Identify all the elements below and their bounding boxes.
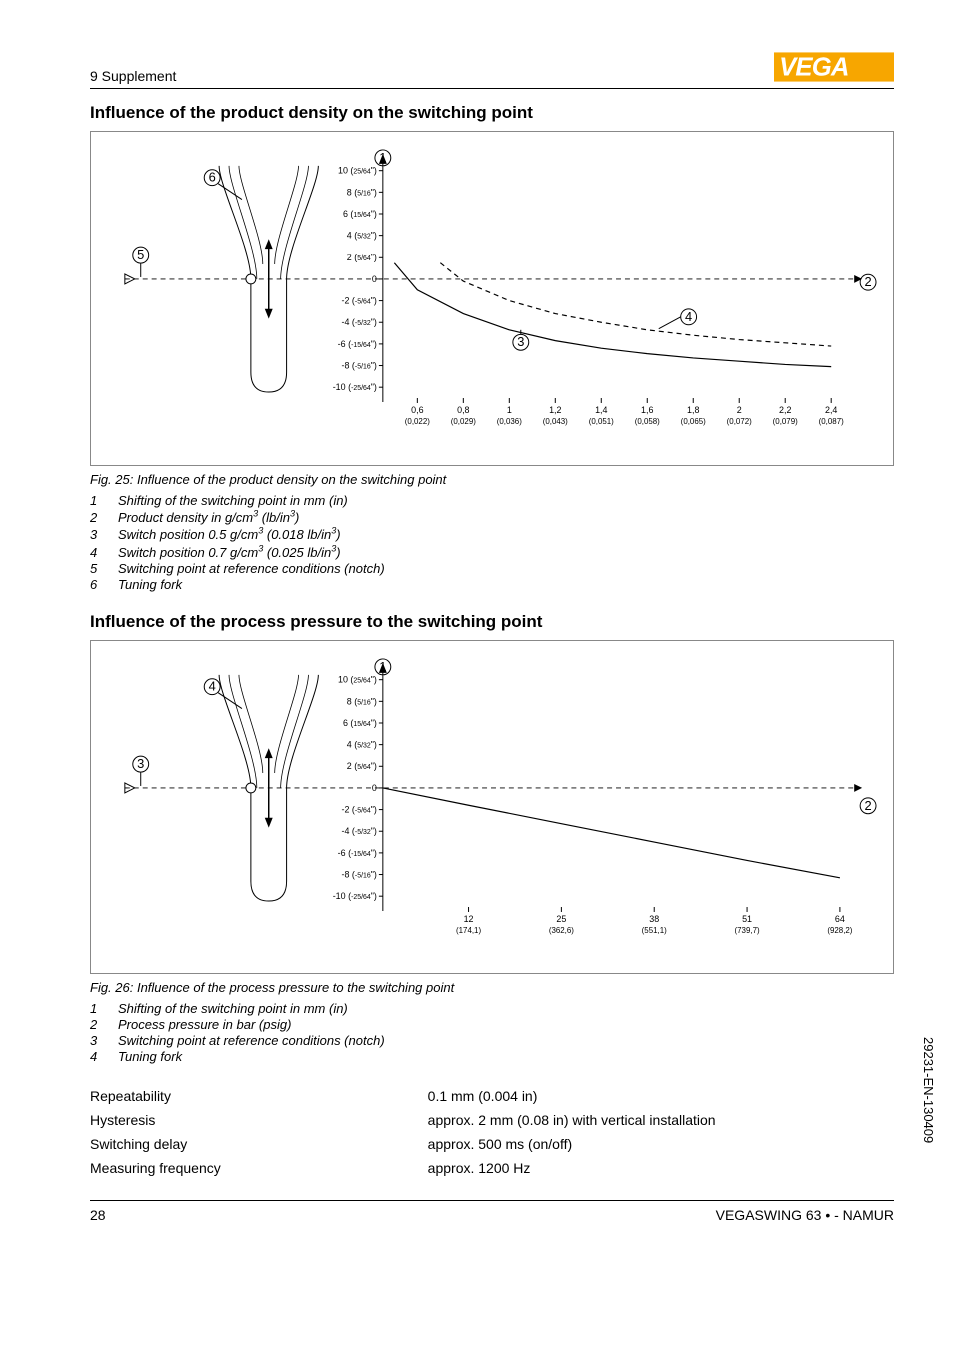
legend-item: 3Switch position 0.5 g/cm3 (0.018 lb/in3… xyxy=(90,526,894,542)
section2-heading: Influence of the process pressure to the… xyxy=(90,612,894,632)
svg-text:(0,065): (0,065) xyxy=(681,417,706,426)
product-name: VEGASWING 63 • - NAMUR xyxy=(716,1207,894,1223)
svg-text:12: 12 xyxy=(464,914,474,924)
svg-text:2 (5/64"): 2 (5/64") xyxy=(347,252,377,262)
vega-logo: VEGA xyxy=(774,50,894,84)
page-footer: 28 VEGASWING 63 • - NAMUR xyxy=(90,1200,894,1223)
svg-text:-10 (-25/64"): -10 (-25/64") xyxy=(333,382,377,392)
svg-text:-8 (-5/16"): -8 (-5/16") xyxy=(342,869,377,879)
section1-heading: Influence of the product density on the … xyxy=(90,103,894,123)
legend-item: 4Switch position 0.7 g/cm3 (0.025 lb/in3… xyxy=(90,543,894,559)
svg-text:51: 51 xyxy=(742,914,752,924)
doc-code: 29231-EN-130409 xyxy=(921,1037,936,1143)
svg-text:6: 6 xyxy=(209,170,216,185)
svg-text:(0,072): (0,072) xyxy=(727,417,752,426)
svg-text:3: 3 xyxy=(517,334,524,349)
svg-text:2: 2 xyxy=(864,274,871,289)
svg-text:(0,058): (0,058) xyxy=(635,417,660,426)
legend-item: 3Switching point at reference conditions… xyxy=(90,1033,894,1048)
pressure-chart: 10 (25/64") 8 (5/16") 6 (15/64") 4 (5/32") 2… xyxy=(90,640,894,975)
svg-text:0: 0 xyxy=(372,274,377,284)
legend-item: 1Shifting of the switching point in mm (… xyxy=(90,1001,894,1016)
svg-text:6 (15/64"): 6 (15/64") xyxy=(343,718,377,728)
svg-text:1,4: 1,4 xyxy=(595,405,607,415)
svg-text:-6 (-15/64"): -6 (-15/64") xyxy=(338,339,377,349)
specs-table: Repeatability0.1 mm (0.004 in)Hysteresis… xyxy=(90,1084,894,1180)
svg-text:-2 (-5/64"): -2 (-5/64") xyxy=(342,296,377,306)
svg-text:4: 4 xyxy=(209,678,216,693)
legend-item: 1Shifting of the switching point in mm (… xyxy=(90,493,894,508)
svg-text:5: 5 xyxy=(137,247,144,262)
fig26-legend: 1Shifting of the switching point in mm (… xyxy=(90,1001,894,1064)
svg-text:3: 3 xyxy=(137,756,144,771)
svg-text:2: 2 xyxy=(864,797,871,812)
svg-text:10 (25/64"): 10 (25/64") xyxy=(338,166,377,176)
page-number: 28 xyxy=(90,1207,106,1223)
svg-text:-6 (-15/64"): -6 (-15/64") xyxy=(338,848,377,858)
svg-text:(928,2): (928,2) xyxy=(827,925,852,934)
svg-text:2 (5/64"): 2 (5/64") xyxy=(347,761,377,771)
svg-text:8 (5/16"): 8 (5/16") xyxy=(347,187,377,197)
svg-text:2,4: 2,4 xyxy=(825,405,837,415)
svg-text:0: 0 xyxy=(372,783,377,793)
legend-item: 2Product density in g/cm3 (lb/in3) xyxy=(90,509,894,525)
svg-text:(0,022): (0,022) xyxy=(405,417,430,426)
legend-item: 4Tuning fork xyxy=(90,1049,894,1064)
svg-text:2,2: 2,2 xyxy=(779,405,791,415)
svg-text:-8 (-5/16"): -8 (-5/16") xyxy=(342,361,377,371)
svg-text:4: 4 xyxy=(685,309,692,324)
page-header: 9 Supplement VEGA xyxy=(90,50,894,89)
density-chart: 10 (25/64") 8 (5/16") 6 (15/64") 4 (5/32") 2… xyxy=(90,131,894,466)
svg-text:1: 1 xyxy=(379,659,386,674)
svg-text:VEGA: VEGA xyxy=(779,54,848,82)
svg-text:0,8: 0,8 xyxy=(457,405,469,415)
svg-text:10 (25/64"): 10 (25/64") xyxy=(338,674,377,684)
svg-text:1: 1 xyxy=(507,405,512,415)
svg-text:6 (15/64"): 6 (15/64") xyxy=(343,209,377,219)
svg-text:-4 (-5/32"): -4 (-5/32") xyxy=(342,317,377,327)
svg-text:64: 64 xyxy=(835,914,845,924)
svg-text:(739,7): (739,7) xyxy=(735,925,760,934)
spec-row: Switching delayapprox. 500 ms (on/off) xyxy=(90,1132,894,1156)
svg-text:-10 (-25/64"): -10 (-25/64") xyxy=(333,891,377,901)
svg-text:0,6: 0,6 xyxy=(411,405,423,415)
svg-text:1: 1 xyxy=(379,150,386,165)
spec-row: Measuring frequencyapprox. 1200 Hz xyxy=(90,1156,894,1180)
svg-text:(0,087): (0,087) xyxy=(819,417,844,426)
legend-item: 6Tuning fork xyxy=(90,577,894,592)
svg-text:(174,1): (174,1) xyxy=(456,925,481,934)
legend-item: 2Process pressure in bar (psig) xyxy=(90,1017,894,1032)
svg-text:1,2: 1,2 xyxy=(549,405,561,415)
fig25-caption: Fig. 25: Influence of the product densit… xyxy=(90,472,894,487)
svg-text:(0,043): (0,043) xyxy=(543,417,568,426)
svg-text:38: 38 xyxy=(649,914,659,924)
svg-text:(0,051): (0,051) xyxy=(589,417,614,426)
supplement-label: 9 Supplement xyxy=(90,68,176,84)
svg-text:(0,029): (0,029) xyxy=(451,417,476,426)
svg-text:2: 2 xyxy=(737,405,742,415)
svg-text:25: 25 xyxy=(556,914,566,924)
svg-text:(551,1): (551,1) xyxy=(642,925,667,934)
svg-text:8 (5/16"): 8 (5/16") xyxy=(347,696,377,706)
spec-row: Hysteresisapprox. 2 mm (0.08 in) with ve… xyxy=(90,1108,894,1132)
svg-text:1,6: 1,6 xyxy=(641,405,653,415)
svg-text:(362,6): (362,6) xyxy=(549,925,574,934)
svg-text:(0,079): (0,079) xyxy=(773,417,798,426)
fig26-caption: Fig. 26: Influence of the process pressu… xyxy=(90,980,894,995)
spec-row: Repeatability0.1 mm (0.004 in) xyxy=(90,1084,894,1108)
svg-text:-2 (-5/64"): -2 (-5/64") xyxy=(342,804,377,814)
svg-text:4 (5/32"): 4 (5/32") xyxy=(347,739,377,749)
svg-text:4 (5/32"): 4 (5/32") xyxy=(347,231,377,241)
svg-text:1,8: 1,8 xyxy=(687,405,699,415)
fig25-legend: 1Shifting of the switching point in mm (… xyxy=(90,493,894,592)
svg-text:-4 (-5/32"): -4 (-5/32") xyxy=(342,826,377,836)
legend-item: 5Switching point at reference conditions… xyxy=(90,561,894,576)
svg-text:(0,036): (0,036) xyxy=(497,417,522,426)
